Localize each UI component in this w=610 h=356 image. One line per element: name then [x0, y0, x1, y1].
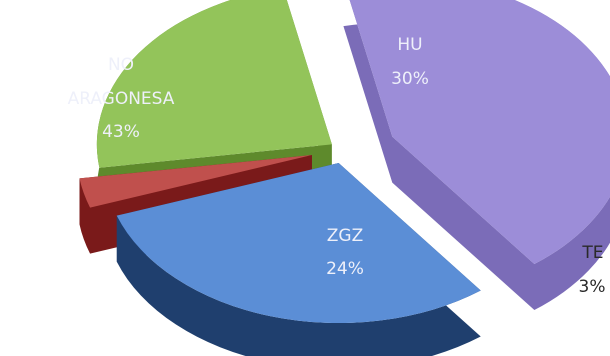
label-zgz-value: 24% — [326, 259, 364, 279]
slice-te — [79, 155, 312, 208]
slice-no-aragonesa — [349, 0, 610, 265]
label-hu-name: HU — [397, 35, 422, 55]
slice-labels: NO ARAGONESA 43% HU 30% TE 3% ZGZ 24% — [68, 35, 606, 297]
label-te-value: 3% — [579, 277, 606, 297]
label-zgz-name: ZGZ — [327, 226, 363, 246]
slice-hu — [116, 163, 481, 324]
label-hu-value: 30% — [391, 69, 429, 89]
label-no-aragonesa-line1: NO — [108, 55, 134, 75]
label-te-name: TE — [581, 243, 603, 263]
label-no-aragonesa-line2: ARAGONESA — [68, 89, 175, 109]
slice-tops — [79, 0, 610, 324]
label-no-aragonesa-value: 43% — [102, 122, 140, 142]
slice-zgz — [96, 0, 332, 168]
slice-side-no-aragonesa — [343, 0, 610, 311]
